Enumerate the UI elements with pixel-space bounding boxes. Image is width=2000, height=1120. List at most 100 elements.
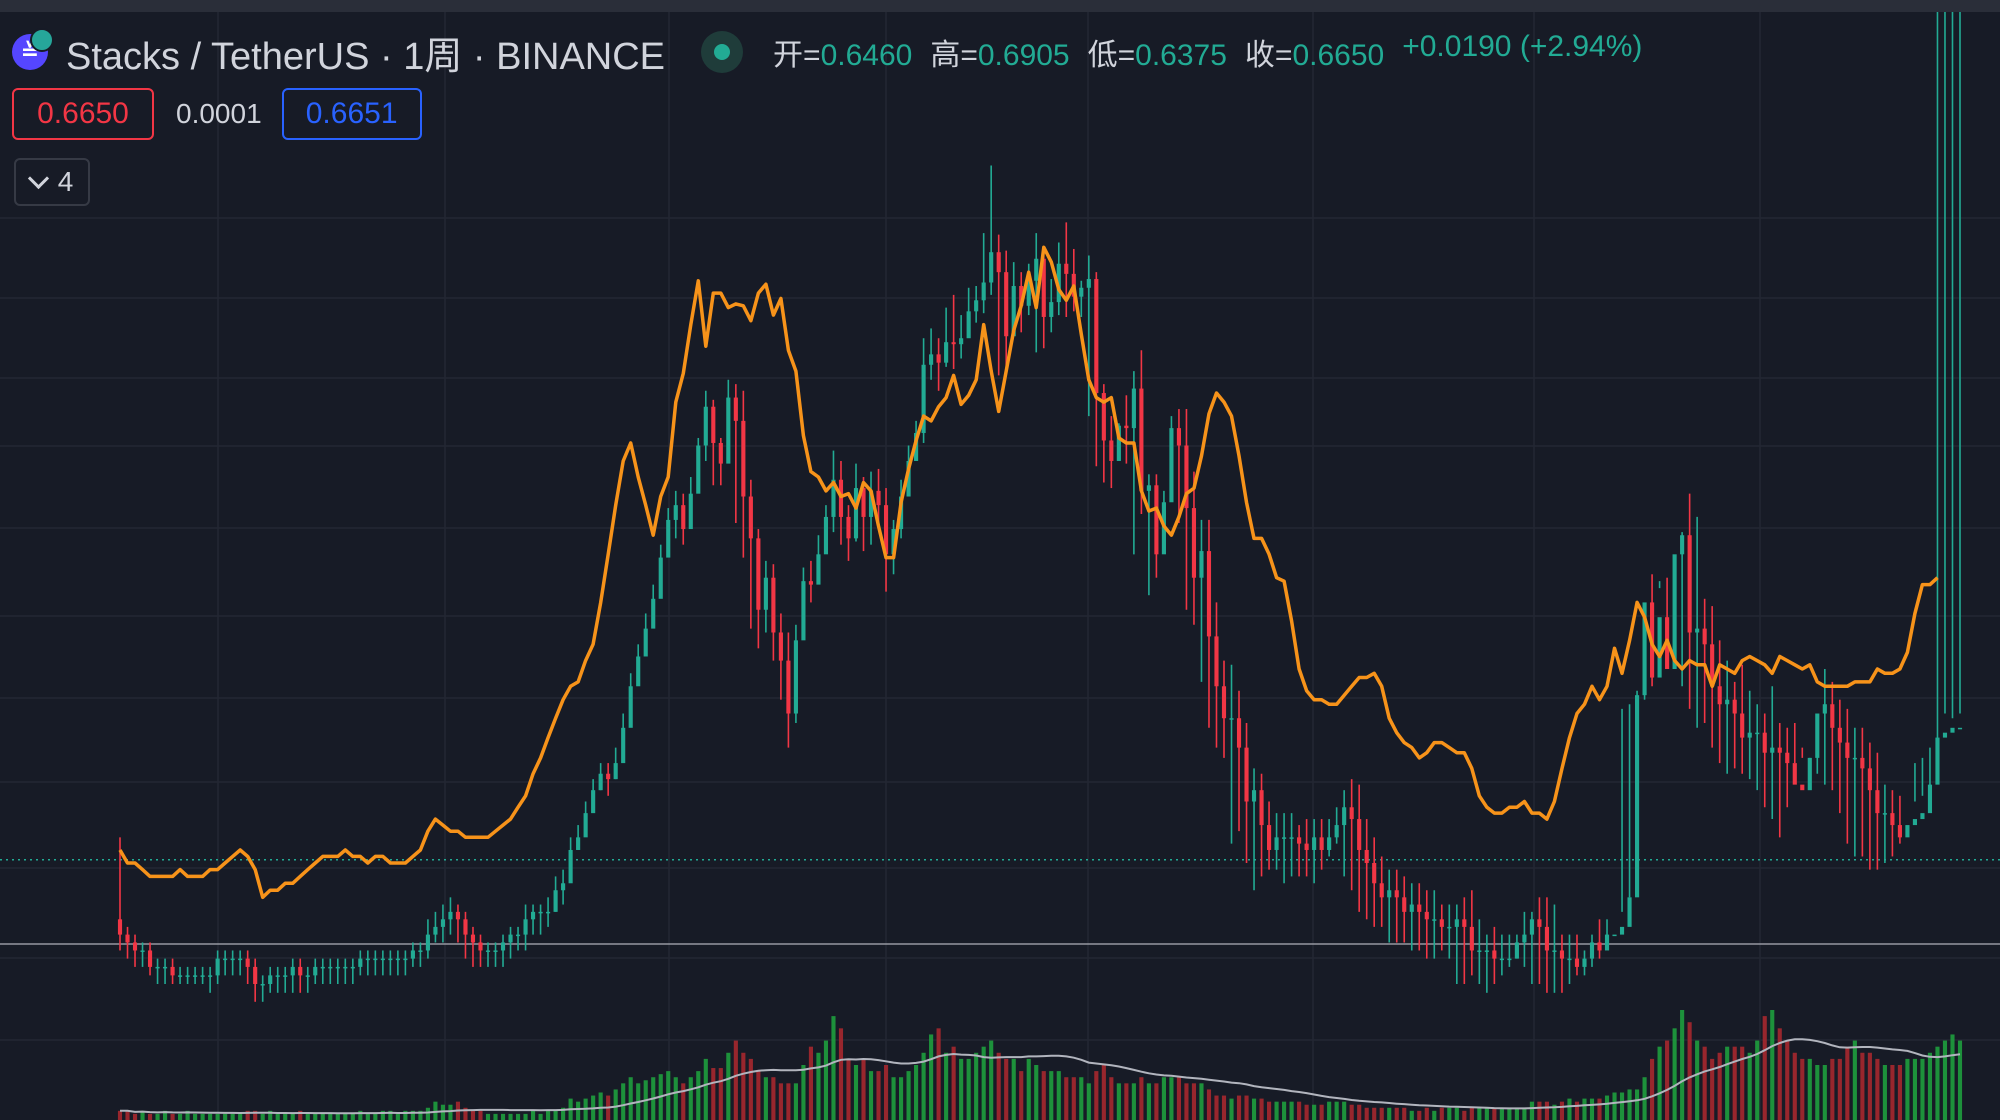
candle-body [996,252,1001,273]
candle-body [1627,897,1632,927]
volume-ma-line [120,1038,1961,1115]
candle-body [688,493,693,530]
volume-bar [1897,1065,1902,1120]
quote-row: 0.6650 0.0001 0.6651 [12,88,422,140]
candle-body [463,919,468,935]
volume-bar [500,1113,506,1120]
candle-body [1454,919,1459,927]
volume-bar [1131,1083,1136,1120]
volume-bar [1349,1104,1354,1120]
volume-bar [1236,1095,1242,1120]
volume-bar [696,1071,701,1120]
candle-body [1702,628,1707,645]
candle-body [1402,897,1407,912]
candle-body [1191,508,1197,578]
candle-body [703,406,708,446]
candle-body [238,958,243,961]
volume-bar [328,1113,333,1120]
symbol-title[interactable]: Stacks / TetherUS · 1周 · BINANCE [66,35,666,78]
candle-body [1297,837,1302,844]
candle-body [1139,388,1144,491]
candle-body [621,727,626,764]
indicators-toggle-button[interactable]: 4 [14,158,90,206]
volume-bar [1214,1095,1219,1120]
volume-bar [1199,1083,1204,1120]
volume-bar [1439,1107,1444,1120]
candle-body [162,966,168,969]
volume-bar [1695,1040,1700,1120]
candle-body [1957,727,1963,730]
candle-body [1387,890,1392,898]
volume-bar [561,1107,566,1120]
volume-bar [546,1110,551,1120]
ohlc-close: 收=0.6650 [1244,39,1385,72]
candle-body [320,966,325,969]
candle-body [230,958,235,961]
candle-body [1041,258,1046,317]
volume-bar [1552,1104,1557,1120]
volume-bar [771,1077,776,1120]
candle-body [561,883,566,891]
candle-body [1935,737,1940,785]
volume-bar [613,1089,618,1120]
volume-bar [1477,1107,1482,1120]
volume-bar [1687,1022,1692,1120]
volume-bar [260,1113,265,1120]
volume-bar [1920,1058,1925,1120]
volume-bar [1950,1034,1955,1120]
volume-bar [853,1065,859,1120]
candle-body [1927,784,1933,814]
candle-body [1815,713,1820,758]
candle-body [283,975,288,977]
candle-body [485,950,491,952]
candle-body [140,950,145,952]
volume-bar [380,1110,385,1120]
candle-body [1657,617,1662,678]
ohlc-open: 开=0.6460 [773,39,913,72]
candle-body [1897,825,1902,838]
volume-bar [1417,1110,1422,1120]
volume-bar [1725,1046,1730,1120]
candle-body [1131,388,1136,429]
candle-body [440,919,446,927]
candle-body [1357,819,1362,850]
market-open-dot-icon[interactable] [701,31,744,73]
volume-bar [808,1046,814,1120]
volume-bar [876,1071,881,1120]
volume-bar [951,1046,956,1120]
volume-bar [1289,1101,1294,1120]
volume-bar [1837,1058,1842,1120]
candle-body [981,282,986,301]
candle-body [1770,747,1775,753]
volume-bar [403,1110,408,1120]
volume-bar [463,1107,468,1120]
volume-bar [1327,1101,1332,1120]
volume-bar [1071,1077,1076,1120]
candle-body [455,911,461,920]
candle-body [891,529,896,555]
volume-bar [1559,1101,1565,1120]
volume-bar [245,1110,250,1120]
candle-body [1439,919,1444,927]
price-change: +0.0190 (+2.94%) [1402,30,1643,63]
candle-body [1364,849,1369,863]
candle-body [1282,837,1287,839]
spread-value: 0.0001 [176,98,262,129]
candle-body [974,300,979,312]
volume-bar [1702,1046,1707,1120]
volume-bar [1266,1101,1272,1120]
volume-bar [1146,1083,1151,1120]
candle-body [1725,699,1730,705]
volume-bar [253,1110,258,1120]
buy-price-button[interactable]: 0.6651 [281,88,422,140]
candle-body [771,577,776,633]
sell-price-button[interactable]: 0.6650 [12,88,154,140]
candle-body [711,406,716,443]
candle-body [508,934,513,943]
volume-bar [598,1092,603,1120]
candle-body [410,950,415,959]
candle-body [1214,636,1219,687]
candle-body [959,338,964,345]
candle-body [470,934,476,943]
